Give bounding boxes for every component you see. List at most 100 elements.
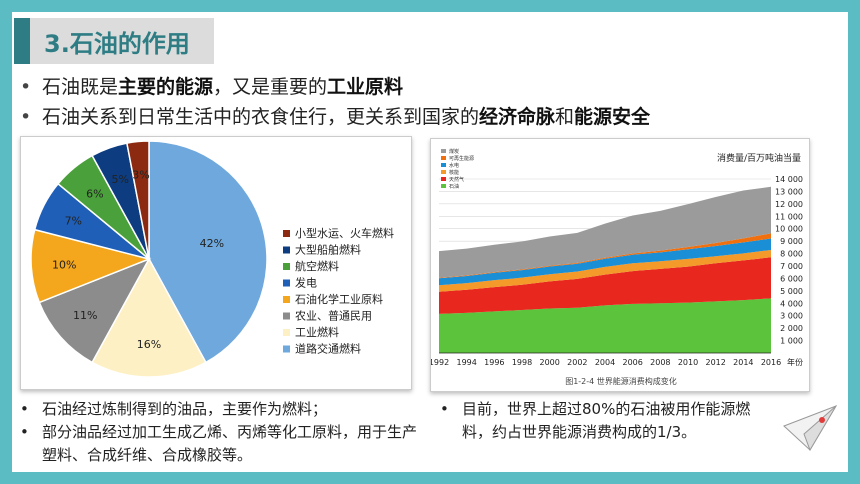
x-tick-label: 2010 [678,358,698,367]
x-tick-label: 1994 [456,358,476,367]
area-series [439,238,771,286]
x-tick-label: 2008 [650,358,670,367]
legend-swatch [441,170,446,174]
x-tick-label: 2006 [622,358,642,367]
legend-label: 小型水运、火车燃料 [295,226,394,240]
y-tick-label: 7 000 [780,262,803,271]
legend-label: 石油 [449,183,459,190]
legend-swatch [441,163,446,167]
x-axis-suffix: 年份 [787,357,803,367]
legend-swatch [441,177,446,181]
legend-label: 农业、普通民用 [295,309,372,323]
bullet-dot: • [20,423,29,441]
top-bullet-list: • 石油既是主要的能源，又是重要的工业原料 • 石油关系到日常生活中的衣食住行，更关系… [20,72,820,132]
bullet-text: 部分油品经过加工生成乙烯、丙烯等化工原料，用于生产塑料、合成纤维、合成橡胶等。 [42,423,418,464]
pie-data-label: 6% [86,188,103,201]
bullet-dot: • [440,400,449,418]
legend-label: 核能 [449,169,459,176]
legend-swatch [283,345,290,353]
legend-swatch [441,149,446,153]
area-series [439,249,771,292]
bullet-text: 石油经过炼制得到的油品，主要作为燃料； [42,400,328,418]
legend-label: 道路交通燃料 [295,342,361,356]
y-tick-label: 14 000 [775,175,803,184]
bullet-emphasis: 工业原料 [327,76,404,98]
bullet-emphasis: 能源安全 [574,106,651,128]
x-tick-label: 2000 [539,358,559,367]
bottom-bullet-item: • 部分油品经过加工生成乙烯、丙烯等化工原料，用于生产塑料、合成纤维、合成橡胶等。 [20,421,420,467]
area-chart-panel: 消费量/百万吨油当量 1 000 2 000 3 000 4 000 5 000 6 000… [429,138,810,392]
bullet-dot: • [20,76,32,98]
legend-label: 天然气 [449,176,464,183]
pie-slice [91,257,207,378]
legend-swatch [441,156,446,160]
legend-swatch [283,329,290,336]
legend-swatch [283,230,290,237]
legend-label: 可再生能源 [449,155,474,162]
pie-chart: 42% 16% 11% 10% 7% 6% 5% 3% 小型水运、火车燃料大型船舶燃料航空燃料发… [30,140,394,378]
legend-label: 发电 [295,276,317,290]
page-title: 3.石油的作用 [44,29,190,58]
y-tick-label: 1 000 [780,337,803,346]
legend-swatch [283,296,290,303]
bullet-emphasis: 经济命脉 [479,106,556,128]
top-bullet-item: • 石油关系到日常生活中的衣食住行，更关系到国家的经济命脉和能源安全 [20,102,820,132]
bullet-dot: • [20,106,32,128]
legend-swatch [283,263,290,270]
y-tick-label: 3 000 [780,312,803,321]
pie-chart-panel: 42% 16% 11% 10% 7% 6% 5% 3% 小型水运、火车燃料 大型船舶燃料 航空燃料发… [20,136,412,390]
y-tick-label: 6 000 [780,274,803,283]
legend-swatch [283,279,290,287]
top-bullet-item: • 石油既是主要的能源，又是重要的工业原料 [20,72,820,102]
pie-data-label: 16% [137,338,161,351]
bottom-bullet-item: • 石油经过炼制得到的油品，主要作为燃料； [20,398,420,421]
y-tick-label: 11 000 [775,212,803,221]
x-tick-label: 1992 [431,358,449,367]
legend-swatch [441,184,446,188]
y-tick-label: 5 000 [780,287,803,296]
bullet-emphasis: 主要的能源 [118,76,214,98]
x-tick-label: 1998 [512,358,532,367]
pie-slice [126,140,150,260]
chart-caption: 图1-2-4 世界能源消费构成变化 [565,376,677,386]
bottom-right-bullets: • 目前，世界上超过80%的石油被用作能源燃料，约占世界能源消费构成的1/3。 [440,398,770,444]
bullet-dot: • [20,400,29,418]
area-chart: 消费量/百万吨油当量 1 000 2 000 3 000 4 000 5 000 6 000… [429,148,803,386]
pie-data-label: 11% [73,309,97,322]
y-axis-title: 消费量/百万吨油当量 [717,152,801,164]
pie-slice [148,140,268,364]
area-series [439,298,771,353]
legend-label: 工业燃料 [295,325,339,339]
bullet-text: 石油既是 [42,76,119,98]
bottom-left-bullets: • 石油经过炼制得到的油品，主要作为燃料； • 部分油品经过加工生成乙烯、丙烯等化工原… [20,398,420,467]
y-tick-label: 2 000 [780,324,803,333]
legend-swatch [283,312,290,320]
y-tick-label: 12 000 [775,200,803,209]
pie-data-label: 5% [111,173,128,186]
legend-swatch [283,246,290,254]
bullet-text: 和 [555,106,575,128]
pie-data-label: 3% [132,168,149,181]
pie-data-label: 10% [52,258,76,271]
area-series [439,186,771,278]
legend-label: 航空燃料 [295,259,339,273]
pie-data-label: 7% [65,214,82,227]
legend-label: 石油化学工业原料 [295,292,383,306]
area-series [439,257,771,314]
title-bar: 3.石油的作用 [14,18,214,64]
legend-label: 大型船舶燃料 [295,243,361,257]
bullet-text: 目前，世界上超过80%的石油被用作能源燃料，约占世界能源消费构成的1/3。 [462,400,751,441]
pie-slice [30,228,152,304]
x-tick-label: 2012 [705,358,725,367]
x-tick-label: 1996 [484,358,504,367]
legend-label: 水电 [449,162,459,169]
bullet-text: 石油关系到日常生活中的衣食住行，更关系到国家的 [42,106,480,128]
paper-plane-icon [783,405,838,452]
y-tick-label: 13 000 [775,187,803,196]
x-tick-label: 2014 [733,358,753,367]
bullet-text: ，又是重要的 [213,76,328,98]
bottom-bullet-item: • 目前，世界上超过80%的石油被用作能源燃料，约占世界能源消费构成的1/3。 [440,398,770,444]
y-tick-label: 9 000 [780,237,803,246]
x-tick-label: 2004 [595,358,615,367]
x-tick-label: 2002 [567,358,587,367]
